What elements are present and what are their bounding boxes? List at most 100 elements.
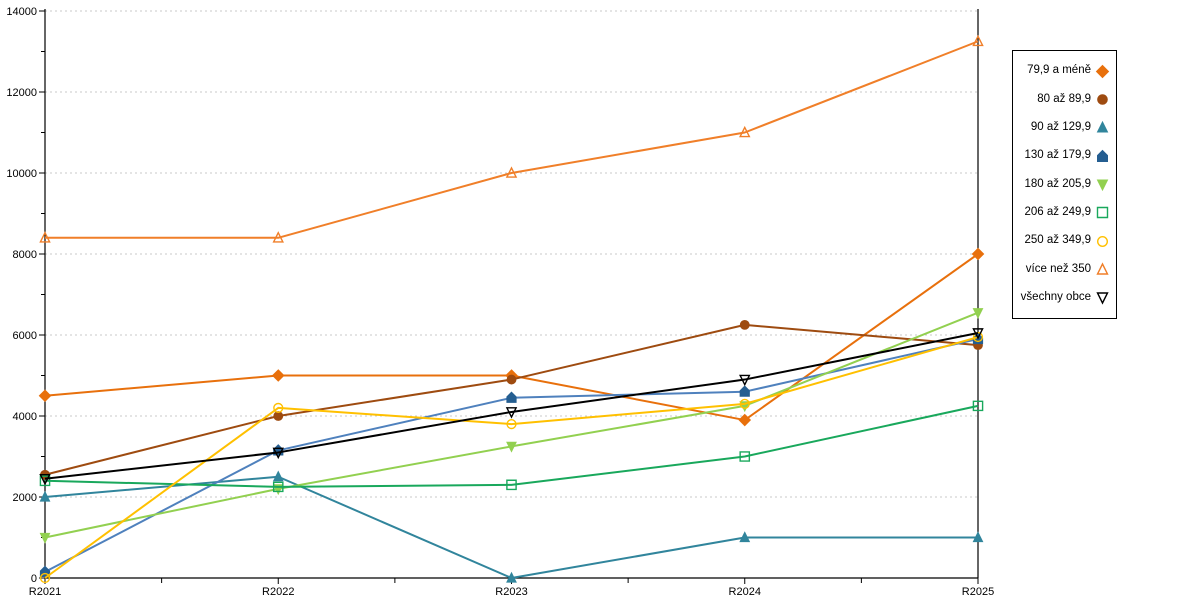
series-7 bbox=[39, 331, 984, 584]
data-point-marker bbox=[1097, 149, 1108, 162]
legend-label: 250 až 349,9 bbox=[1024, 234, 1091, 247]
series-line bbox=[44, 404, 979, 488]
triangle-up-marker-icon bbox=[1096, 262, 1109, 275]
data-point-marker bbox=[272, 470, 284, 482]
legend-item: 80 až 89,9 bbox=[1017, 92, 1110, 107]
data-point-marker bbox=[739, 319, 750, 330]
y-tick-label: 0 bbox=[31, 573, 37, 585]
data-point-marker bbox=[739, 531, 751, 543]
y-tick-label: 12000 bbox=[6, 87, 37, 99]
square-marker-icon bbox=[1096, 207, 1109, 219]
data-point-marker bbox=[39, 532, 51, 544]
triangle-down-marker-icon bbox=[1096, 292, 1109, 305]
series-line bbox=[44, 475, 978, 579]
legend-item: 90 až 129,9 bbox=[1017, 120, 1110, 135]
legend-item: všechny obce bbox=[1017, 290, 1110, 305]
series-line bbox=[45, 40, 979, 239]
series-9 bbox=[39, 328, 984, 486]
data-point-marker bbox=[738, 413, 752, 427]
series-5 bbox=[39, 308, 984, 544]
data-point-marker bbox=[971, 247, 985, 261]
data-point-marker bbox=[1097, 94, 1108, 105]
legend-item: 130 až 179,9 bbox=[1017, 149, 1110, 164]
data-point-marker bbox=[272, 447, 284, 460]
data-point-marker bbox=[1095, 64, 1110, 78]
data-point-marker bbox=[739, 125, 751, 138]
data-point-marker bbox=[972, 400, 984, 412]
data-point-marker bbox=[39, 475, 51, 487]
legend-label: všechny obce bbox=[1020, 291, 1091, 304]
data-point-marker bbox=[1096, 292, 1109, 305]
data-point-marker bbox=[506, 419, 517, 430]
data-point-marker bbox=[1096, 235, 1109, 247]
data-point-marker bbox=[972, 34, 984, 47]
legend-label: 180 až 205,9 bbox=[1024, 177, 1091, 190]
legend-item: 250 až 349,9 bbox=[1017, 234, 1110, 249]
data-point-marker bbox=[506, 441, 517, 453]
legend-label: více než 350 bbox=[1025, 262, 1091, 275]
y-tick-label: 10000 bbox=[6, 168, 37, 180]
x-tick-label: R2021 bbox=[29, 586, 61, 598]
series-6 bbox=[39, 400, 984, 493]
data-point-marker bbox=[739, 374, 751, 387]
triangle-down-marker-icon bbox=[1096, 179, 1109, 192]
circle-marker-icon bbox=[1097, 94, 1108, 105]
data-point-marker bbox=[972, 331, 984, 343]
data-point-marker bbox=[739, 451, 751, 462]
x-tick-label: R2023 bbox=[495, 586, 527, 598]
y-tick-label: 6000 bbox=[13, 330, 37, 342]
legend-item: 79,9 a méně bbox=[1017, 64, 1110, 79]
data-point-marker bbox=[1096, 207, 1109, 219]
data-point-marker bbox=[506, 479, 517, 491]
data-point-marker bbox=[273, 402, 284, 414]
diamond-marker-icon bbox=[1095, 64, 1110, 78]
legend: 79,9 a méně 80 až 89,9 90 až 129,9 130 až 1… bbox=[1012, 50, 1117, 319]
legend-label: 206 až 249,9 bbox=[1024, 206, 1091, 219]
pentagon-marker-icon bbox=[1097, 149, 1108, 162]
y-tick-label: 8000 bbox=[13, 249, 37, 261]
data-point-marker bbox=[39, 231, 51, 243]
y-tick-label: 14000 bbox=[6, 6, 37, 18]
data-point-marker bbox=[39, 490, 51, 502]
circle-marker-icon bbox=[1096, 235, 1109, 247]
legend-item: 206 až 249,9 bbox=[1017, 205, 1110, 220]
data-point-marker bbox=[39, 473, 51, 486]
legend-label: 80 až 89,9 bbox=[1037, 92, 1091, 105]
data-point-marker bbox=[739, 385, 750, 397]
data-point-marker bbox=[1096, 179, 1109, 192]
series-line bbox=[44, 311, 979, 539]
series-line bbox=[44, 336, 979, 579]
data-point-marker bbox=[972, 328, 984, 340]
triangle-up-marker-icon bbox=[1096, 121, 1109, 133]
data-point-marker bbox=[506, 374, 517, 385]
data-point-marker bbox=[272, 481, 284, 493]
data-point-marker bbox=[1096, 121, 1109, 133]
legend-label: 79,9 a méně bbox=[1027, 64, 1091, 77]
y-tick-label: 4000 bbox=[13, 411, 37, 423]
y-tick-label: 2000 bbox=[13, 492, 37, 504]
legend-label: 90 až 129,9 bbox=[1030, 121, 1091, 134]
data-point-marker bbox=[505, 407, 518, 419]
data-point-marker bbox=[506, 391, 517, 403]
data-point-marker bbox=[505, 166, 518, 178]
data-point-marker bbox=[39, 572, 51, 584]
x-tick-label: R2022 bbox=[262, 586, 294, 598]
data-point-marker bbox=[506, 571, 517, 583]
series-8 bbox=[39, 34, 984, 243]
legend-label: 130 až 179,9 bbox=[1024, 149, 1091, 162]
legend-item: více než 350 bbox=[1017, 262, 1110, 277]
legend-item: 180 až 205,9 bbox=[1017, 177, 1110, 192]
data-point-marker bbox=[972, 308, 984, 319]
data-point-marker bbox=[739, 398, 750, 409]
x-tick-label: R2025 bbox=[962, 586, 994, 598]
series-line bbox=[44, 331, 979, 480]
data-point-marker bbox=[972, 531, 984, 543]
data-point-marker bbox=[272, 231, 284, 243]
series-3 bbox=[39, 470, 984, 583]
x-tick-label: R2024 bbox=[729, 586, 761, 598]
data-point-marker bbox=[38, 389, 52, 403]
data-point-marker bbox=[271, 369, 285, 382]
data-point-marker bbox=[1096, 262, 1109, 275]
